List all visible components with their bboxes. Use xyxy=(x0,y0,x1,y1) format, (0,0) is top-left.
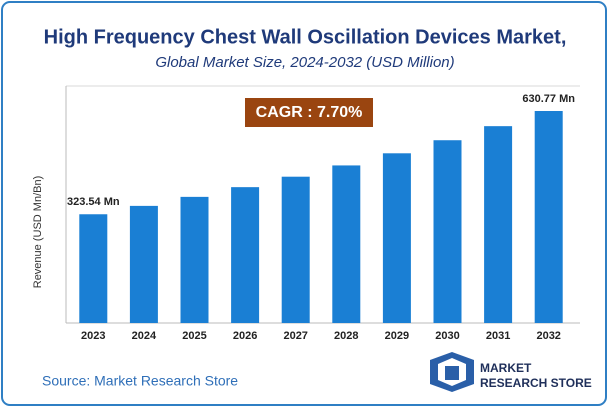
chart-title: High Frequency Chest Wall Oscillation De… xyxy=(44,26,567,48)
x-tick-label: 2032 xyxy=(536,330,560,342)
logo-text: MARKET xyxy=(480,361,532,375)
bar xyxy=(281,176,310,323)
x-tick-label: 2030 xyxy=(435,330,459,342)
x-tick-label: 2027 xyxy=(283,330,307,342)
bar xyxy=(484,126,513,323)
x-tick-label: 2026 xyxy=(233,330,257,342)
x-tick-label: 2028 xyxy=(334,330,358,342)
x-tick-label: 2029 xyxy=(385,330,409,342)
y-axis-label: Revenue (USD Mn/Bn) xyxy=(32,176,44,289)
x-tick-label: 2025 xyxy=(182,330,206,342)
bar xyxy=(129,205,158,323)
chart-subtitle: Global Market Size, 2024-2032 (USD Milli… xyxy=(155,54,454,71)
value-label: 323.54 Mn xyxy=(67,196,120,208)
bar xyxy=(180,196,209,323)
bar xyxy=(79,214,108,323)
bar xyxy=(332,165,361,323)
x-tick-label: 2024 xyxy=(132,330,157,342)
bar xyxy=(382,153,411,323)
x-tick-label: 2031 xyxy=(486,330,510,342)
cagr-box xyxy=(245,98,373,127)
value-label: 630.77 Mn xyxy=(522,93,575,105)
source: Source: Market Research Store xyxy=(42,373,238,389)
cagr-label: CAGR : 7.70% xyxy=(256,104,363,121)
bar xyxy=(433,140,462,323)
bar xyxy=(231,187,260,323)
logo-text: RESEARCH STORE xyxy=(480,376,592,390)
logo-icon xyxy=(430,352,474,392)
x-tick-label: 2023 xyxy=(81,330,105,342)
bar xyxy=(534,111,563,323)
